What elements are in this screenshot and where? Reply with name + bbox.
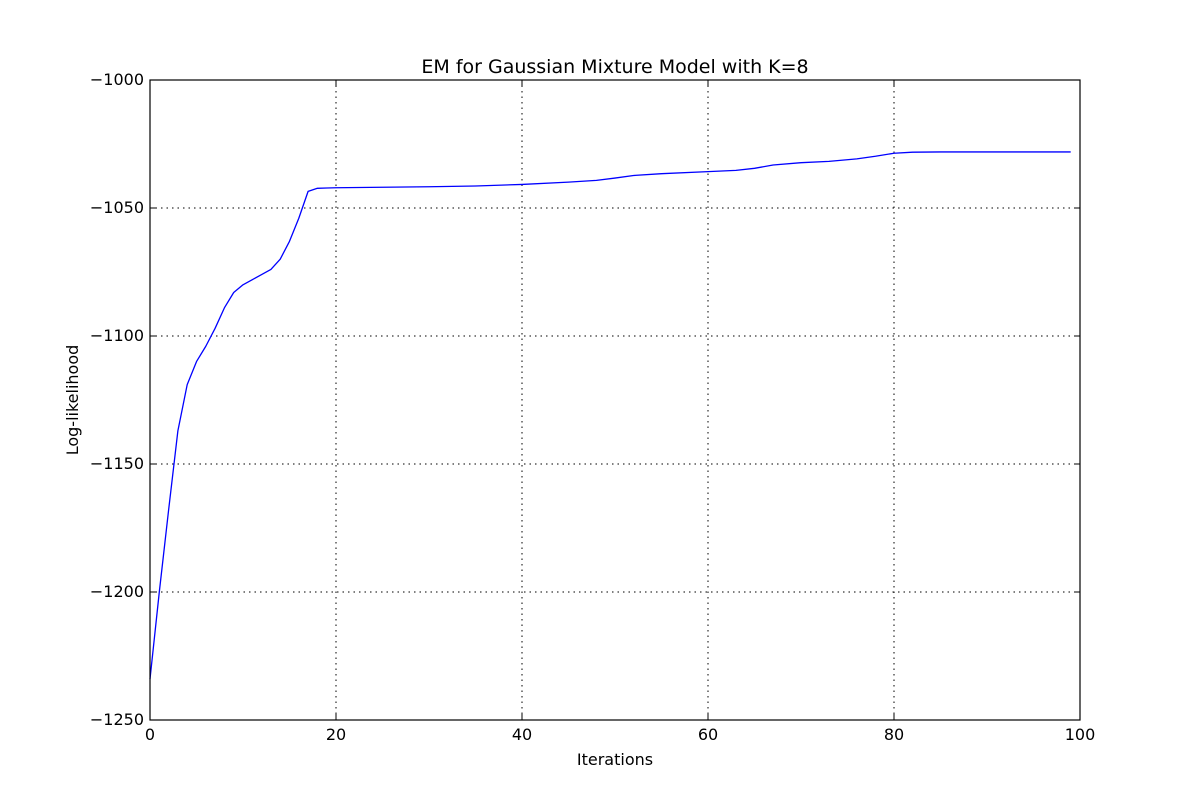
x-tick-label: 80 [884, 725, 904, 744]
y-tick-label: −1000 [90, 70, 144, 89]
chart-title: EM for Gaussian Mixture Model with K=8 [421, 56, 808, 78]
x-tick-label: 20 [326, 725, 346, 744]
y-tick-label: −1050 [90, 198, 144, 217]
y-tick-label: −1150 [90, 454, 144, 473]
plot-frame [149, 79, 1081, 721]
x-tick-label: 100 [1065, 725, 1096, 744]
axis-ticks [149, 79, 1081, 721]
tick-labels: 0 20 40 60 80 100 −1000 −1050 −1100 −1150 −1200 −12… [90, 70, 1095, 744]
x-tick-label: 40 [512, 725, 532, 744]
y-tick-label: −1200 [90, 582, 144, 601]
series-line-0 [149, 151, 1071, 680]
y-axis-label: Log-likelihood [63, 345, 82, 456]
x-tick-label: 0 [145, 725, 155, 744]
x-axis-label: Iterations [577, 750, 653, 769]
grid-lines [150, 80, 1080, 720]
x-tick-label: 60 [698, 725, 718, 744]
y-tick-label: −1100 [90, 326, 144, 345]
series-group [149, 151, 1071, 680]
y-tick-label: −1250 [90, 710, 144, 729]
